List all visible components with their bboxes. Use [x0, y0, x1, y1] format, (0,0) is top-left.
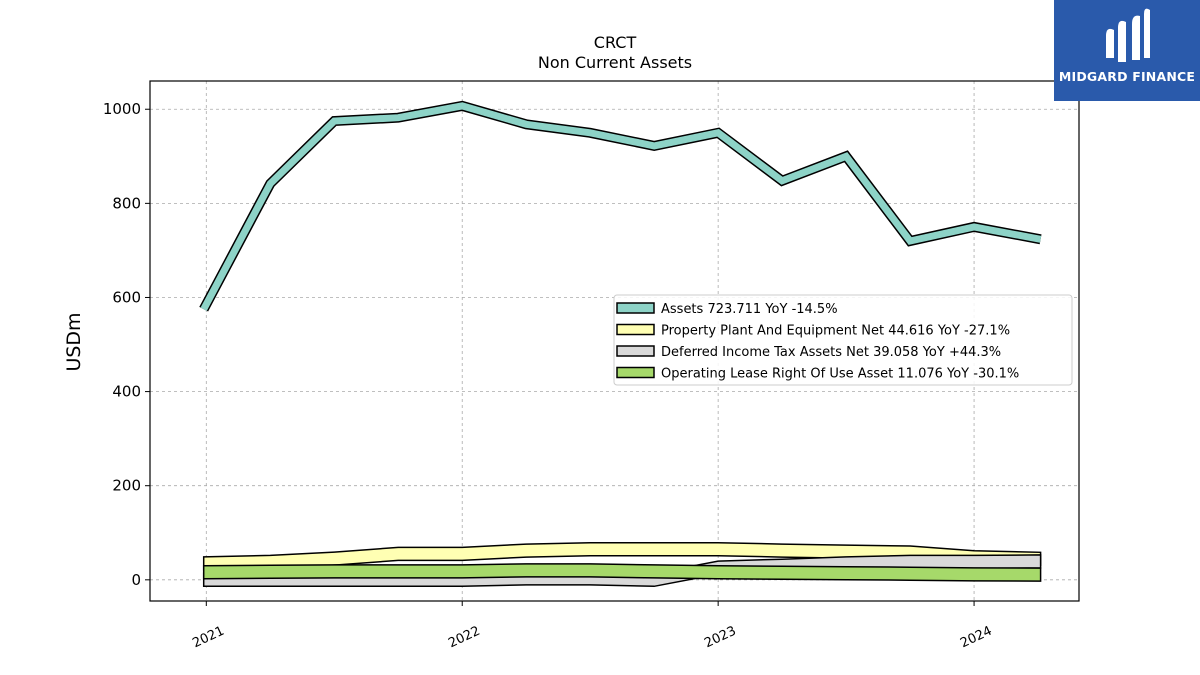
series-point: [1040, 239, 1041, 240]
y-tick-label: 1000: [103, 100, 141, 118]
series-point: [910, 241, 911, 242]
brand-logo: MIDGARD FINANCE: [1054, 0, 1200, 101]
series-point: [203, 309, 204, 310]
plot-frame: [149, 80, 1080, 602]
y-tick-label: 400: [112, 383, 141, 401]
series-point: [590, 132, 591, 133]
logo-text: MIDGARD FINANCE: [1058, 69, 1196, 84]
x-tick-label: 2021: [190, 624, 226, 652]
legend: Assets 723.711 YoY -14.5% Property Plant …: [613, 294, 1073, 386]
y-tick-label: 0: [131, 571, 141, 589]
x-tick-label: 2022: [446, 624, 482, 652]
series-point: [334, 121, 335, 122]
y-axis-ticks: 0 200 400 600 800 1000: [103, 100, 150, 589]
legend-swatch: [616, 323, 655, 336]
series-point: [462, 105, 463, 106]
series-point: [782, 180, 783, 181]
legend-box: [613, 294, 1073, 386]
y-tick-label: 200: [112, 477, 141, 495]
series-point: [398, 117, 399, 118]
legend-swatch: [616, 345, 655, 357]
series-point: [654, 145, 655, 146]
x-axis-ticks: 2021 2022 2023 2024: [190, 601, 994, 651]
y-tick-label: 800: [112, 194, 141, 212]
series-line: [200, 102, 1042, 311]
band-series: [202, 541, 1042, 588]
legend-label: Assets 723.711 YoY -14.5%: [661, 302, 838, 317]
y-axis-label: USDm: [63, 312, 85, 371]
legend-swatch: [616, 302, 655, 314]
line-series: [199, 100, 1042, 312]
legend-label: Operating Lease Right Of Use Asset 11.07…: [661, 367, 1019, 382]
legend-swatch: [616, 366, 655, 379]
chart-subtitle: Non Current Assets: [538, 53, 692, 72]
series-band: [202, 563, 1042, 582]
y-tick-label: 600: [112, 288, 141, 306]
series-point: [718, 132, 719, 133]
series-point: [526, 124, 527, 125]
x-tick-label: 2023: [702, 624, 738, 652]
legend-label: Deferred Income Tax Assets Net 39.058 Yo…: [661, 345, 1001, 360]
logo-mark-icon: [1106, 8, 1150, 62]
chart-title: CRCT: [594, 33, 637, 52]
series-point: [974, 226, 975, 227]
legend-label: Property Plant And Equipment Net 44.616 …: [661, 324, 1010, 339]
x-tick-label: 2024: [958, 624, 994, 652]
series-point: [846, 156, 847, 157]
series-point: [270, 183, 271, 184]
